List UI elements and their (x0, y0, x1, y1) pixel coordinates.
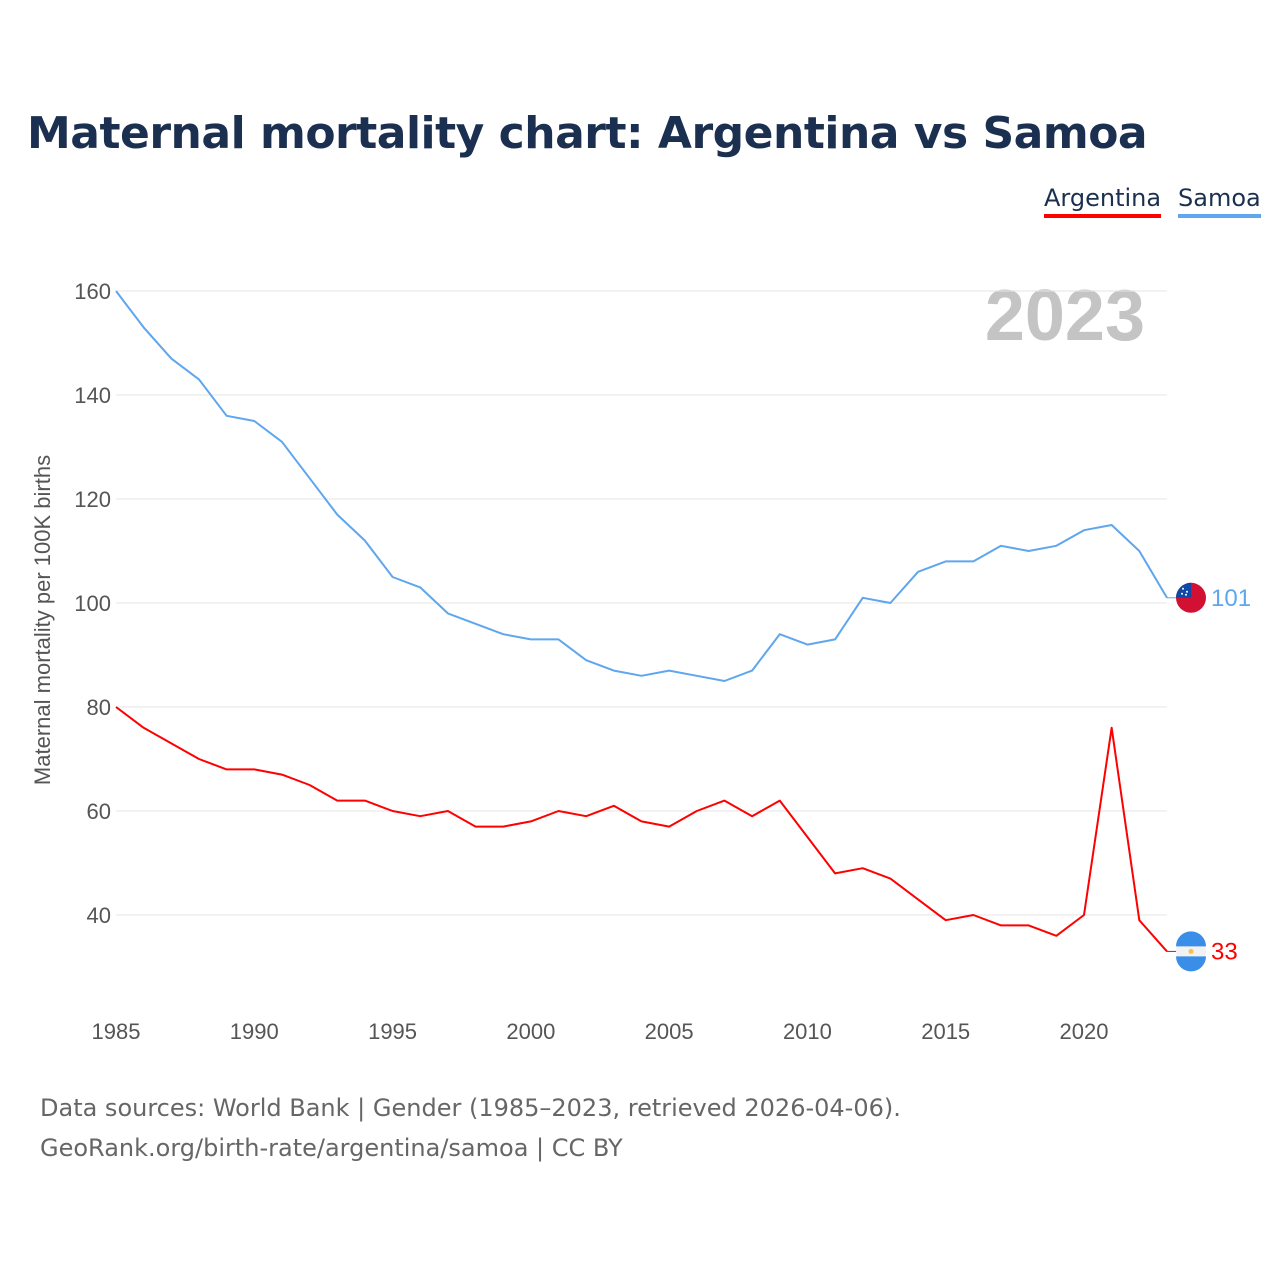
y-tick-label: 80 (87, 695, 111, 720)
end-value-label: 101 (1211, 585, 1251, 612)
flag-stripe-bottom (1176, 956, 1206, 972)
year-watermark: 2023 (985, 276, 1145, 356)
x-tick-label: 1995 (368, 1019, 417, 1044)
flag-star (1185, 593, 1187, 596)
y-tick-label: 40 (87, 903, 111, 928)
x-tick-label: 1985 (92, 1019, 141, 1044)
y-tick-label: 160 (74, 279, 111, 304)
data-source-note: Data sources: World Bank | Gender (1985–… (40, 1094, 901, 1122)
legend-samoa[interactable]: Samoa (1178, 184, 1261, 218)
legend-argentina[interactable]: Argentina (1044, 184, 1162, 218)
y-tick-label: 60 (87, 799, 111, 824)
x-tick-label: 2000 (506, 1019, 555, 1044)
x-tick-label: 1990 (230, 1019, 279, 1044)
flag-star (1186, 590, 1188, 593)
x-tick-label: 2010 (783, 1019, 832, 1044)
x-tick-label: 2005 (645, 1019, 694, 1044)
source-link[interactable]: GeoRank.org/birth-rate/argentina/samoa |… (40, 1134, 623, 1162)
y-tick-label: 100 (74, 591, 111, 616)
flag-star (1182, 587, 1184, 590)
series-line-argentina (115, 706, 1168, 953)
flag-sun (1188, 948, 1194, 954)
y-axis-label: Maternal mortality per 100K births (30, 455, 55, 785)
series-line-samoa (115, 290, 1168, 682)
samoa-flag-canton (1176, 582, 1191, 598)
footer: Data sources: World Bank | Gender (1985–… (40, 1088, 901, 1168)
y-tick-label: 120 (74, 487, 111, 512)
x-tick-label: 2020 (1060, 1019, 1109, 1044)
flag-stripe-top (1176, 931, 1206, 947)
x-tick-label: 2015 (921, 1019, 970, 1044)
end-value-label: 33 (1211, 938, 1238, 965)
y-tick-label: 140 (74, 383, 111, 408)
chart-title: Maternal mortality chart: Argentina vs S… (27, 108, 1148, 159)
flag-star (1181, 592, 1183, 595)
